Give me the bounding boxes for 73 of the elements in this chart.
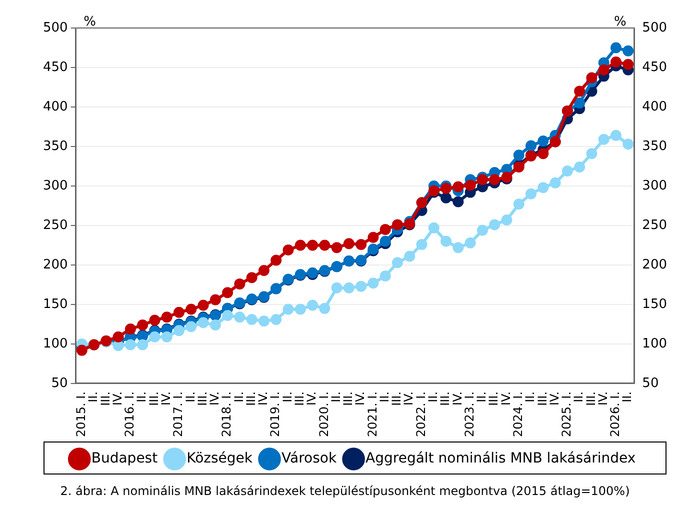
legend-label: Községek bbox=[186, 450, 254, 467]
y-tick-label: 50 bbox=[51, 376, 68, 391]
x-tick-label: IV. bbox=[450, 391, 464, 406]
x-tick-label: II. bbox=[474, 391, 489, 402]
y-tick-label: 250 bbox=[42, 218, 68, 233]
y-tick-label: 350 bbox=[42, 138, 68, 154]
x-tick-label: 2026. I. bbox=[608, 391, 622, 438]
x-tick-label: III. bbox=[390, 391, 404, 406]
y2-tick-label: 400 bbox=[642, 99, 668, 114]
x-tick-label: IV. bbox=[256, 391, 270, 406]
x-tick-label: 2017. I. bbox=[171, 391, 186, 438]
x-tick-label: 2022. I. bbox=[414, 391, 428, 438]
x-tick-label: III. bbox=[486, 391, 501, 406]
y2-tick-label: 450 bbox=[642, 60, 668, 75]
legend-label: Aggregált nominális MNB lakásárindex bbox=[366, 450, 636, 467]
x-tick-label: 2024. I. bbox=[510, 391, 525, 438]
x-tick-label: IV. bbox=[158, 391, 173, 406]
x-tick-label: II. bbox=[134, 391, 149, 402]
y-tick-label: 400 bbox=[42, 99, 68, 114]
x-tick-label: II. bbox=[232, 391, 246, 402]
text: 2. ábra: A nominális MNB lakásárindexek településtípusonként megbontva (2015 átlag=100%) bbox=[59, 484, 631, 498]
x-tick-label: II. bbox=[426, 391, 440, 402]
x-tick-label: IV. bbox=[547, 391, 562, 406]
y2-tick-label: 300 bbox=[642, 178, 668, 194]
x-tick-label: IV. bbox=[110, 391, 124, 406]
x-tick-label: IV. bbox=[304, 391, 319, 406]
x-tick-label: III. bbox=[341, 391, 356, 406]
x-tick-label: 2025. I. bbox=[560, 391, 574, 438]
y2-tick-label: 100 bbox=[642, 336, 668, 352]
x-tick-label: IV. bbox=[498, 391, 513, 406]
y-tick-label: 100 bbox=[42, 336, 68, 352]
x-tick-label: 2018. I. bbox=[220, 391, 234, 438]
y2-tick-label: 250 bbox=[642, 218, 668, 233]
y-tick-label: 150 bbox=[42, 296, 68, 312]
x-tick-label: II. bbox=[377, 391, 392, 402]
x-tick-label: II. bbox=[523, 391, 538, 402]
y2-axis-title: % bbox=[614, 14, 626, 30]
x-tick-label: III. bbox=[292, 391, 306, 406]
y-axis-title: % bbox=[84, 14, 96, 30]
y2-tick-label: 150 bbox=[642, 296, 668, 312]
x-tick-label: 2019. I. bbox=[268, 391, 282, 438]
x-tick-label: II. bbox=[620, 391, 634, 402]
y-tick-label: 200 bbox=[42, 257, 68, 272]
x-tick-label: II. bbox=[572, 391, 586, 402]
x-tick-label: II. bbox=[328, 391, 343, 402]
x-tick-label: III. bbox=[98, 391, 112, 406]
x-tick-label: III. bbox=[535, 391, 550, 406]
x-tick-label: 2020. I. bbox=[316, 391, 331, 438]
x-tick-label: IV. bbox=[596, 391, 610, 406]
x-tick-label: IV. bbox=[402, 391, 416, 406]
x-tick-label: IV. bbox=[208, 391, 222, 406]
y2-tick-label: 50 bbox=[642, 376, 659, 391]
x-tick-label: 2015. I. bbox=[74, 391, 88, 438]
x-tick-label: III. bbox=[244, 391, 258, 406]
x-tick-label: 2021. I. bbox=[365, 391, 380, 438]
x-tick-label: II. bbox=[86, 391, 100, 402]
x-tick-label: II. bbox=[280, 391, 294, 402]
x-tick-label: III. bbox=[584, 391, 598, 406]
y-tick-label: 500 bbox=[42, 20, 68, 36]
x-tick-label: 2016. I. bbox=[122, 391, 137, 438]
y-tick-label: 300 bbox=[42, 178, 68, 194]
legend-label: Városok bbox=[281, 450, 338, 467]
x-tick-label: III. bbox=[146, 391, 161, 406]
x-tick-label: II. bbox=[183, 391, 198, 402]
y2-tick-label: 500 bbox=[642, 20, 668, 36]
x-tick-label: 2023. I. bbox=[462, 391, 476, 438]
y2-tick-label: 200 bbox=[642, 257, 668, 272]
legend-label: Budapest bbox=[91, 450, 158, 467]
x-tick-label: IV. bbox=[353, 391, 368, 406]
x-tick-label: III. bbox=[438, 391, 452, 406]
y2-tick-label: 350 bbox=[642, 138, 668, 154]
y-tick-label: 450 bbox=[42, 60, 68, 75]
x-tick-label: III. bbox=[195, 391, 210, 406]
